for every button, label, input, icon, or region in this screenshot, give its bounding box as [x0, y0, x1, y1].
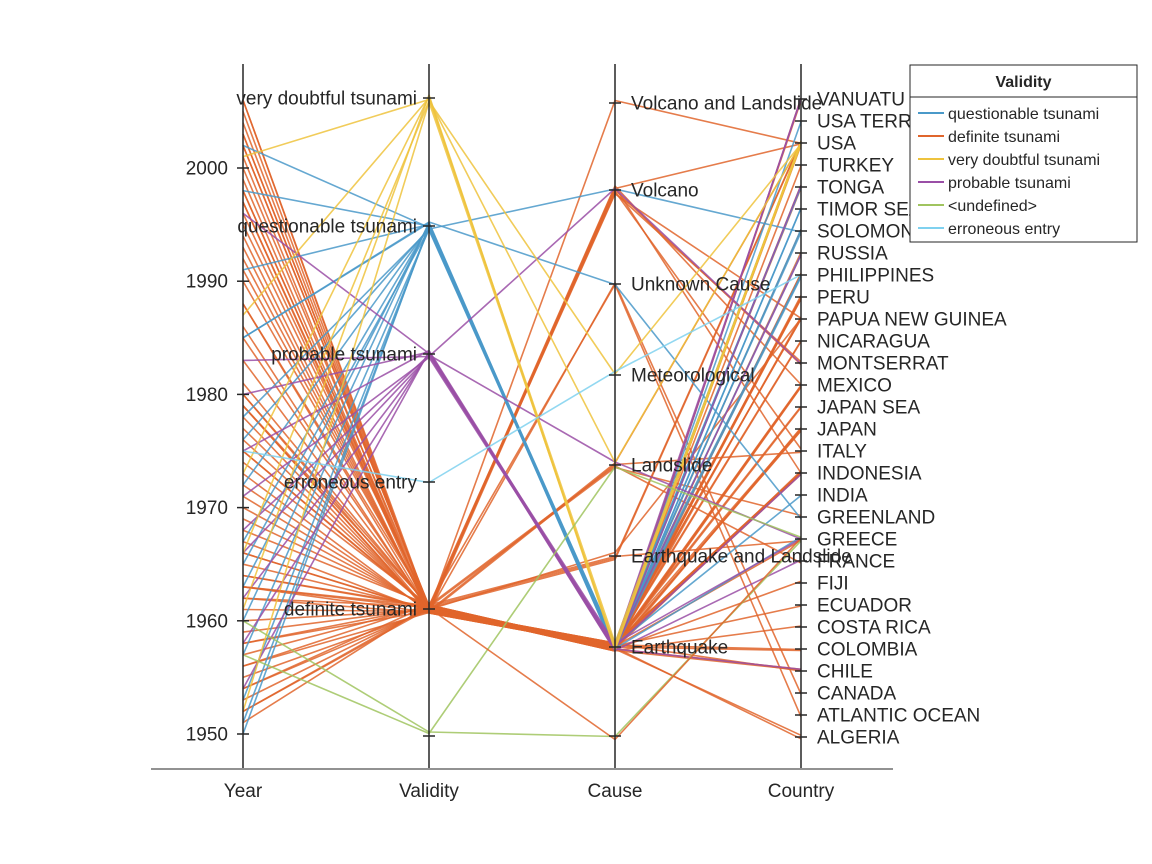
country-peru-label: PERU — [817, 288, 870, 309]
validity-erroneous-entry-label: erroneous entry — [284, 473, 418, 494]
data-line-questionable-tsunami — [242, 221, 802, 520]
cause-earthquake-and-landslide-label: Earthquake and Landslide — [631, 547, 852, 568]
data-line-definite-tsunami — [242, 167, 802, 608]
data-line-definite-tsunami — [242, 282, 802, 695]
data-line-definite-tsunami — [242, 99, 802, 612]
legend-label-definite-tsunami: definite tsunami — [948, 129, 1060, 146]
data-line-questionable-tsunami — [242, 144, 802, 646]
country-greenland-label: GREENLAND — [817, 508, 935, 529]
cause-unknown-cause-label: Unknown Cause — [631, 275, 770, 296]
axis-name-validity: Validity — [399, 781, 459, 802]
validity-very-doubtful-tsunami-label: very doubtful tsunami — [236, 89, 417, 110]
country-turkey-label: TURKEY — [817, 156, 894, 177]
year-tick-label: 1950 — [186, 725, 228, 746]
data-line-definite-tsunami — [242, 604, 802, 740]
country-timor-sea-label: TIMOR SEA — [817, 200, 922, 221]
data-line-definite-tsunami — [242, 122, 802, 644]
validity-questionable-tsunami-label: questionable tsunami — [237, 217, 417, 238]
data-line-very-doubtful-tsunami — [242, 98, 802, 464]
country-india-label: INDIA — [817, 486, 868, 507]
legend-title: Validity — [995, 74, 1051, 91]
coordinate-axes: Year Validity Cause Country 1950 1960 1970 1980… — [151, 64, 1007, 802]
country-colombia-label: COLOMBIA — [817, 640, 918, 661]
country-montserrat-label: MONTSERRAT — [817, 354, 949, 375]
legend-label-very-doubtful-tsunami: very doubtful tsunami — [948, 152, 1100, 169]
validity-probable-tsunami-label: probable tsunami — [271, 345, 417, 366]
legend-label-questionable-tsunami: questionable tsunami — [948, 106, 1099, 123]
axis-name-cause: Cause — [588, 781, 643, 802]
data-line-probable-tsunami — [242, 187, 802, 365]
year-tick-label: 1970 — [186, 498, 228, 519]
data-line-definite-tsunami — [242, 537, 802, 741]
data-line-very-doubtful-tsunami — [242, 95, 802, 651]
legend: Validity questionable tsunami definite tsu… — [909, 64, 1138, 243]
country-japan-label: JAPAN — [817, 420, 877, 441]
country-vanuatu-label: VANUATU — [817, 90, 905, 111]
country-usa-label: USA — [817, 134, 856, 155]
data-line-undefined — [242, 466, 802, 735]
country-nicaragua-label: NICARAGUA — [817, 332, 930, 353]
country-russia-label: RUSSIA — [817, 244, 888, 265]
data-line-definite-tsunami — [242, 580, 802, 650]
country-papua-new-guinea-label: PAPUA NEW GUINEA — [817, 310, 1007, 331]
data-line-very-doubtful-tsunami — [242, 97, 802, 644]
axis-name-year: Year — [224, 781, 263, 802]
cause-landslide-label: Landslide — [631, 456, 712, 477]
cause-volcano-label: Volcano — [631, 181, 699, 202]
country-japan-sea-label: JAPAN SEA — [817, 398, 920, 419]
cause-earthquake-label: Earthquake — [631, 638, 728, 659]
cause-volcano-and-landslide-label: Volcano and Landslide — [631, 94, 822, 115]
data-line-definite-tsunami — [242, 405, 802, 607]
country-indonesia-label: INDONESIA — [817, 464, 922, 485]
legend-label-probable-tsunami: probable tsunami — [948, 175, 1071, 192]
country-atlantic-ocean-label: ATLANTIC OCEAN — [817, 706, 980, 727]
year-tick-label: 1990 — [186, 272, 228, 293]
country-philippines-label: PHILIPPINES — [817, 266, 934, 287]
country-canada-label: CANADA — [817, 684, 897, 705]
data-line-definite-tsunami — [242, 133, 802, 609]
country-ecuador-label: ECUADOR — [817, 596, 912, 617]
validity-definite-tsunami-label: definite tsunami — [284, 600, 417, 621]
data-line-very-doubtful-tsunami — [242, 100, 802, 554]
legend-label-undefined: <undefined> — [948, 198, 1037, 215]
country-italy-label: ITALY — [817, 442, 867, 463]
year-tick-label: 1980 — [186, 385, 228, 406]
year-tick-label: 1960 — [186, 611, 228, 632]
data-line-erroneous-entry — [242, 274, 802, 484]
country-algeria-label: ALGERIA — [817, 728, 900, 749]
data-line-definite-tsunami — [242, 141, 802, 609]
country-costa-rica-label: COSTA RICA — [817, 618, 931, 639]
country-fiji-label: FIJI — [817, 574, 849, 595]
country-chile-label: CHILE — [817, 662, 873, 683]
country-tonga-label: TONGA — [817, 178, 885, 199]
country-greece-label: GREECE — [817, 530, 897, 551]
year-tick-label: 2000 — [186, 159, 228, 180]
legend-box — [909, 64, 1138, 243]
data-lines — [242, 94, 802, 741]
data-line-questionable-tsunami — [242, 188, 802, 565]
axis-name-country: Country — [768, 781, 835, 802]
cause-meteorological-label: Meteorological — [631, 366, 755, 387]
legend-label-erroneous-entry: erroneous entry — [948, 221, 1060, 238]
data-line-probable-tsunami — [242, 354, 802, 540]
country-france-label: FRANCE — [817, 552, 895, 573]
country-mexico-label: MEXICO — [817, 376, 892, 397]
